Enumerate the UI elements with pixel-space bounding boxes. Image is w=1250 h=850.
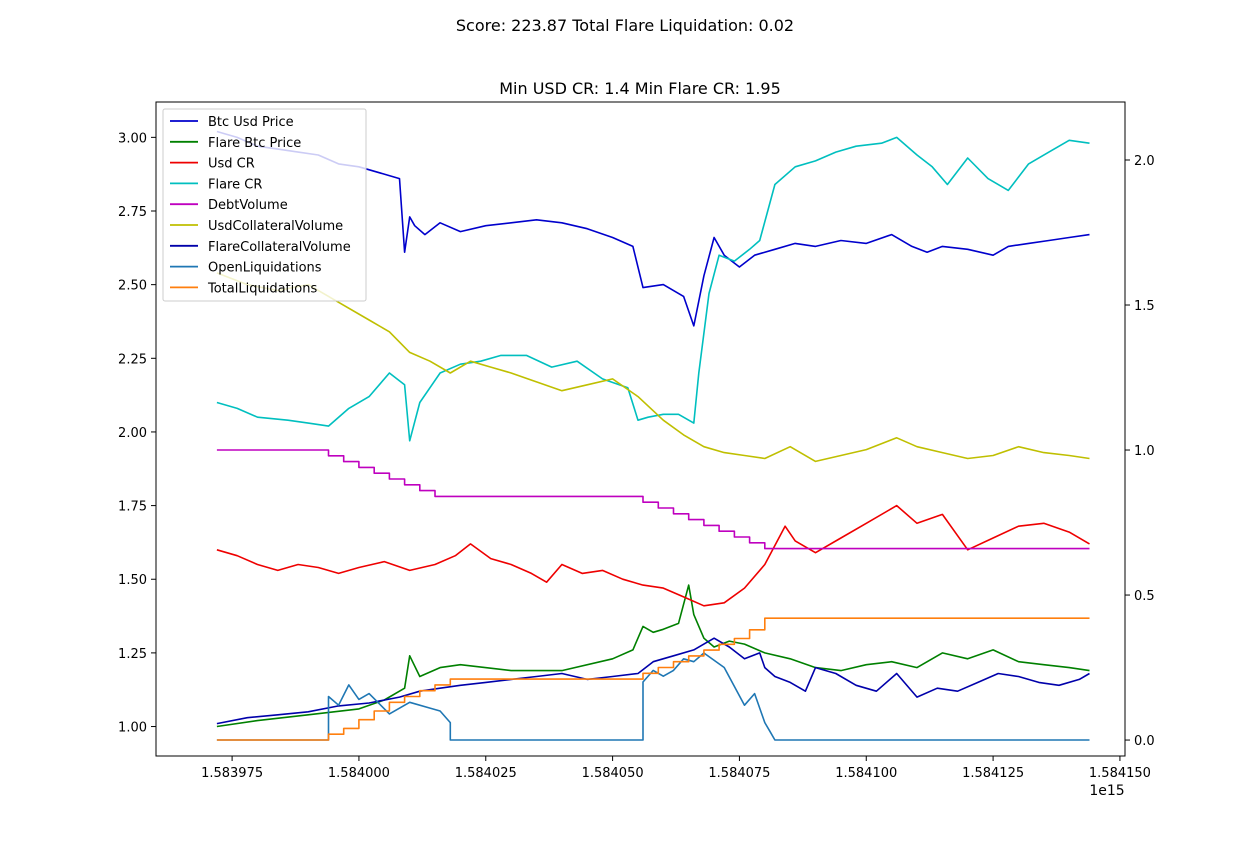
series-line-usdcollateralvolume bbox=[216, 272, 1090, 463]
legend[interactable]: Btc Usd Price Flare Btc Price Usd CR Flare … bbox=[162, 108, 367, 302]
y-left-tick-label: 1.25 bbox=[118, 647, 147, 662]
legend-box bbox=[162, 108, 367, 302]
legend-label-flare-btc-price: Flare Btc Price bbox=[208, 136, 301, 151]
y-left-tick-label: 2.00 bbox=[118, 426, 147, 441]
x-tick-label: 1.584125 bbox=[962, 766, 1024, 781]
y-right-tick-label: 0.5 bbox=[1134, 589, 1155, 604]
legend-label-usd-cr: Usd CR bbox=[208, 157, 255, 172]
chart-title: Min USD CR: 1.4 Min Flare CR: 1.95 bbox=[499, 79, 781, 98]
legend-label-flare-cr: Flare CR bbox=[208, 177, 262, 192]
y-axis-left: 1.00 1.25 1.50 1.75 2.00 2.25 2.50 2.75 3.00 bbox=[118, 131, 156, 736]
x-tick-label: 1.584025 bbox=[455, 766, 517, 781]
series-line-debtvolume bbox=[216, 449, 1090, 550]
x-axis: 1.583975 1.584000 1.584025 1.584050 1.584075… bbox=[201, 756, 1151, 781]
x-tick-label: 1.584150 bbox=[1089, 766, 1151, 781]
plot-frame bbox=[155, 101, 1126, 757]
series-line-openliquidations bbox=[216, 652, 1090, 741]
series-line-flare-cr bbox=[216, 136, 1090, 442]
y-left-tick-label: 2.75 bbox=[118, 205, 147, 220]
y-right-tick-label: 2.0 bbox=[1134, 154, 1155, 169]
y-left-tick-label: 3.00 bbox=[118, 131, 147, 146]
x-tick-label: 1.584050 bbox=[582, 766, 644, 781]
series-line-usd-cr bbox=[216, 504, 1090, 607]
legend-label-usdcollateralvolume: UsdCollateralVolume bbox=[208, 219, 343, 234]
x-tick-label: 1.584100 bbox=[835, 766, 897, 781]
legend-label-totalliquidations: TotalLiquidations bbox=[207, 281, 317, 296]
y-axis-right: 0.0 0.5 1.0 1.5 2.0 bbox=[1125, 154, 1155, 749]
y-left-tick-label: 1.75 bbox=[118, 500, 147, 515]
figure-suptitle: Score: 223.87 Total Flare Liquidation: 0… bbox=[456, 16, 794, 35]
series-line-btc-usd-price bbox=[216, 130, 1090, 327]
y-right-tick-label: 1.0 bbox=[1134, 444, 1155, 459]
x-tick-label: 1.584000 bbox=[328, 766, 390, 781]
y-left-tick-label: 1.00 bbox=[118, 721, 147, 736]
x-tick-label: 1.583975 bbox=[201, 766, 263, 781]
legend-label-flarecollateralvolume: FlareCollateralVolume bbox=[208, 240, 351, 255]
plot-lines bbox=[216, 130, 1090, 741]
legend-label-openliquidations: OpenLiquidations bbox=[208, 261, 322, 276]
y-left-tick-label: 2.50 bbox=[118, 279, 147, 294]
x-tick-label: 1.584075 bbox=[708, 766, 770, 781]
y-right-tick-label: 1.5 bbox=[1134, 299, 1155, 314]
series-line-totalliquidations bbox=[216, 617, 1090, 741]
y-left-tick-label: 1.50 bbox=[118, 573, 147, 588]
legend-label-debtvolume: DebtVolume bbox=[208, 198, 288, 213]
y-left-tick-label: 2.25 bbox=[118, 352, 147, 367]
x-offset-label: 1e15 bbox=[1089, 783, 1124, 799]
y-right-tick-label: 0.0 bbox=[1134, 734, 1155, 749]
legend-label-btc-usd-price: Btc Usd Price bbox=[208, 115, 294, 130]
